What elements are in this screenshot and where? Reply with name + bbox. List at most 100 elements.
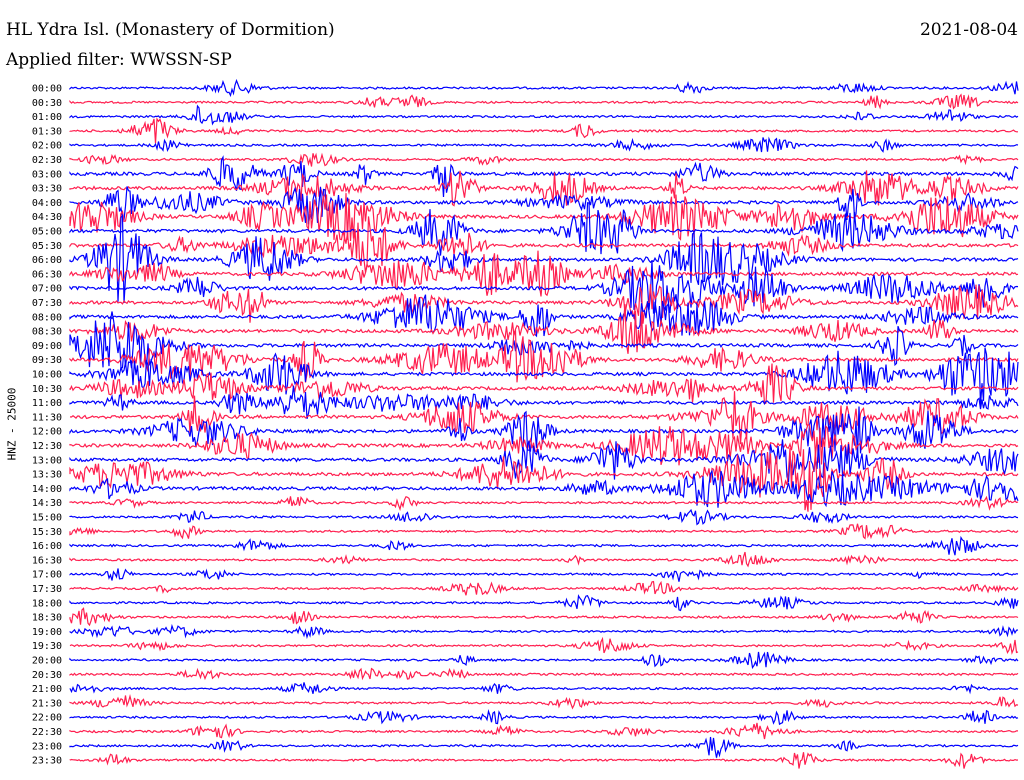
row-time-label: 12:00 bbox=[32, 427, 62, 438]
trace-line bbox=[69, 667, 1019, 681]
row-time-label: 20:30 bbox=[32, 670, 62, 681]
trace-line bbox=[69, 186, 1019, 225]
row-time-label: 20:00 bbox=[32, 656, 62, 667]
trace-line bbox=[69, 363, 1019, 405]
row-time-label: 13:00 bbox=[32, 455, 62, 466]
row-time-label: 10:30 bbox=[32, 384, 62, 395]
trace-line bbox=[69, 216, 1019, 273]
trace-line bbox=[69, 508, 1019, 526]
trace-line bbox=[69, 693, 1019, 710]
row-time-label: 07:30 bbox=[32, 298, 62, 309]
row-time-label: 05:30 bbox=[32, 241, 62, 252]
row-time-label: 13:30 bbox=[32, 470, 62, 481]
trace-line bbox=[69, 214, 1019, 304]
trace-line bbox=[69, 722, 1018, 740]
row-time-label: 10:00 bbox=[32, 370, 62, 381]
trace-line bbox=[69, 347, 1019, 406]
trace-line bbox=[69, 752, 1019, 769]
trace-line bbox=[69, 406, 1019, 458]
row-time-label: 00:30 bbox=[32, 98, 62, 109]
row-time-label: 12:30 bbox=[32, 441, 62, 452]
row-time-label: 19:00 bbox=[32, 627, 62, 638]
row-time-label: 09:30 bbox=[32, 355, 62, 366]
row-time-label: 21:00 bbox=[32, 684, 62, 695]
trace-line bbox=[69, 152, 1019, 167]
trace-line bbox=[69, 623, 1019, 640]
row-time-label: 18:30 bbox=[32, 613, 62, 624]
row-time-label: 03:30 bbox=[32, 184, 62, 195]
row-time-label: 11:00 bbox=[32, 398, 62, 409]
trace-line bbox=[69, 651, 1019, 670]
trace-line bbox=[69, 104, 1019, 126]
trace-line bbox=[69, 284, 1019, 324]
row-time-label: 23:30 bbox=[32, 756, 62, 767]
trace-line bbox=[69, 193, 1019, 242]
station-title: HL Ydra Isl. (Monastery of Dormition) bbox=[6, 20, 335, 40]
trace-line bbox=[69, 311, 1019, 369]
row-time-label: 14:30 bbox=[32, 498, 62, 509]
trace-line bbox=[69, 423, 1019, 466]
trace-line bbox=[69, 736, 1019, 758]
row-time-label: 14:00 bbox=[32, 484, 62, 495]
row-time-label: 06:30 bbox=[32, 269, 62, 280]
trace-line bbox=[69, 523, 1019, 540]
trace-line bbox=[69, 117, 1018, 144]
trace-line bbox=[69, 170, 1019, 207]
row-time-label: 22:30 bbox=[32, 727, 62, 738]
row-time-label: 04:30 bbox=[32, 212, 62, 223]
trace-line bbox=[69, 93, 1019, 110]
trace-line bbox=[69, 155, 1019, 198]
trace-line bbox=[69, 385, 1019, 419]
trace-line bbox=[69, 294, 1019, 338]
trace-line bbox=[69, 304, 1019, 354]
trace-line bbox=[69, 469, 1019, 508]
row-time-label: 07:00 bbox=[32, 284, 62, 295]
row-time-label: 06:00 bbox=[32, 255, 62, 266]
trace-line bbox=[69, 391, 1019, 445]
row-time-label: 17:00 bbox=[32, 570, 62, 581]
trace-line bbox=[69, 535, 1019, 556]
trace-line bbox=[69, 708, 1019, 726]
filter-label: Applied filter: WWSSN-SP bbox=[6, 50, 232, 70]
row-time-label: 04:00 bbox=[32, 198, 62, 209]
trace-line bbox=[69, 682, 1019, 695]
row-time-label: 19:30 bbox=[32, 641, 62, 652]
row-time-label: 18:00 bbox=[32, 598, 62, 609]
row-time-label: 01:30 bbox=[32, 126, 62, 137]
row-time-label: 00:00 bbox=[32, 84, 62, 95]
row-time-label: 17:30 bbox=[32, 584, 62, 595]
row-time-label: 03:00 bbox=[32, 169, 62, 180]
trace-line bbox=[69, 636, 1019, 655]
trace-line bbox=[69, 594, 1019, 612]
row-time-label: 23:00 bbox=[32, 741, 62, 752]
trace-line bbox=[69, 580, 1019, 596]
trace-line bbox=[69, 78, 1019, 98]
trace-line bbox=[69, 551, 1019, 568]
row-time-label: 21:30 bbox=[32, 698, 62, 709]
row-time-label: 02:30 bbox=[32, 155, 62, 166]
row-time-label: 01:00 bbox=[32, 112, 62, 123]
trace-line bbox=[69, 439, 1019, 483]
trace-line bbox=[69, 250, 1019, 297]
trace-line bbox=[69, 607, 1019, 627]
row-time-label: 11:30 bbox=[32, 412, 62, 423]
trace-line bbox=[69, 136, 1019, 153]
trace-line bbox=[69, 568, 1019, 582]
trace-line bbox=[69, 259, 1019, 314]
row-time-label: 15:00 bbox=[32, 513, 62, 524]
row-time-label: 05:00 bbox=[32, 227, 62, 238]
row-time-label: 08:30 bbox=[32, 327, 62, 338]
date-label: 2021-08-04 bbox=[919, 20, 1018, 40]
trace-line bbox=[69, 202, 1019, 256]
trace-line bbox=[69, 495, 1019, 512]
row-time-label: 16:30 bbox=[32, 555, 62, 566]
trace-line bbox=[69, 329, 1019, 383]
row-time-label: 22:00 bbox=[32, 713, 62, 724]
row-time-label: 09:00 bbox=[32, 341, 62, 352]
row-time-label: 15:30 bbox=[32, 527, 62, 538]
row-time-label: 08:00 bbox=[32, 312, 62, 323]
row-time-label: 02:00 bbox=[32, 141, 62, 152]
row-time-label: 16:00 bbox=[32, 541, 62, 552]
